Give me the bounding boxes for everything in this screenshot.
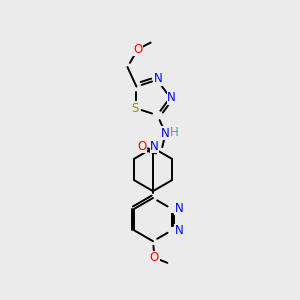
Text: N: N <box>150 140 159 153</box>
Text: N: N <box>161 127 170 140</box>
Text: O: O <box>150 251 159 264</box>
Text: N: N <box>175 224 184 238</box>
Text: H: H <box>170 126 179 139</box>
Text: N: N <box>175 202 184 215</box>
Text: N: N <box>167 91 176 104</box>
Text: O: O <box>137 140 146 153</box>
Text: S: S <box>131 102 139 115</box>
Text: O: O <box>133 43 142 56</box>
Text: N: N <box>154 72 163 86</box>
